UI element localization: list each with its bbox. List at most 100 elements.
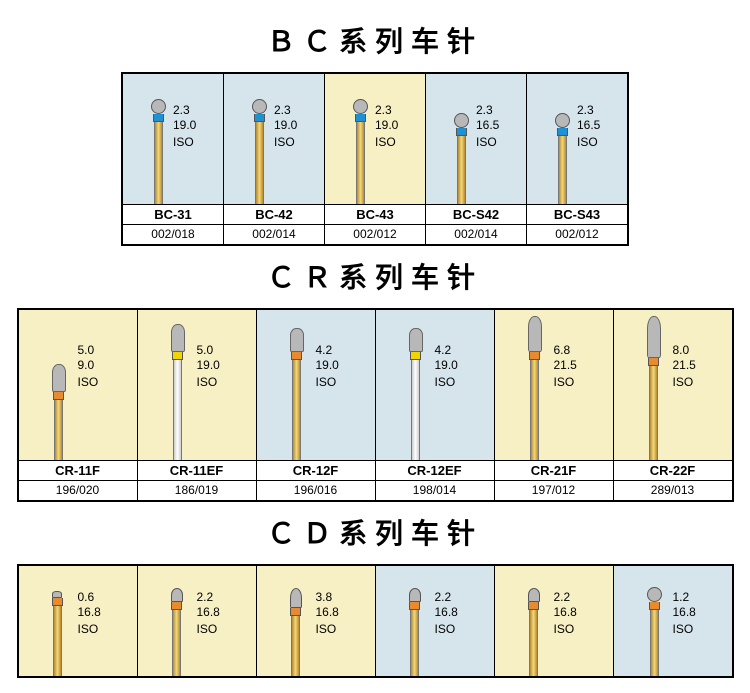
iso-label: ISO (673, 622, 696, 637)
diagram-cell: 3.816.8ISO (256, 565, 375, 677)
bur-shaft (558, 136, 567, 204)
diagram-cell: 4.219.0ISO (256, 309, 375, 461)
dim-1: 2.2 (554, 590, 577, 605)
bur-diagram (52, 364, 66, 460)
dim-1: 2.2 (435, 590, 458, 605)
dim-1: 2.3 (375, 103, 398, 118)
bur-head (290, 328, 304, 352)
bur-band (355, 114, 366, 122)
dimensions: 8.021.5ISO (673, 343, 696, 390)
bur-shaft (411, 360, 420, 460)
diagram-cell: 2.319.0 ISO (325, 73, 426, 205)
dim-2: 16.5 (577, 118, 600, 133)
bur-band (528, 602, 539, 610)
bur-head (353, 99, 368, 114)
bur-head (528, 588, 540, 602)
model-cell: CR-22F (613, 461, 733, 481)
bur-band (291, 352, 302, 360)
bur-diagram (409, 588, 421, 676)
dim-2: 16.8 (673, 605, 696, 620)
iso-label: ISO (197, 622, 220, 637)
dimensions: 2.316.5ISO (577, 103, 600, 150)
dim-2: 19.0 (375, 118, 398, 133)
bur-shaft (173, 360, 182, 460)
iso-label: ISO (673, 375, 696, 390)
bur-head (151, 99, 166, 114)
dim-2: 21.5 (673, 358, 696, 373)
bur-shaft (172, 610, 181, 676)
model-cell: CR-11F (18, 461, 138, 481)
dimensions: 2.316.5ISO (476, 103, 499, 150)
bur-diagram (151, 99, 166, 204)
bur-shaft (530, 360, 539, 460)
iso-label: ISO (78, 375, 99, 390)
bur-head (647, 587, 662, 602)
bur-shaft (457, 136, 466, 204)
diagram-cell: 2.316.5ISO (426, 73, 527, 205)
bur-head (52, 364, 66, 392)
dim-2: 19.0 (274, 118, 297, 133)
iso-cell: 002/014 (224, 225, 325, 246)
iso-cell: 186/019 (137, 481, 256, 502)
dimensions: 6.821.5ISO (554, 343, 577, 390)
iso-label: ISO (375, 135, 398, 150)
dimensions: 2.319.0ISO (173, 103, 196, 150)
dim-2: 9.0 (78, 358, 99, 373)
dimensions: 0.616.8ISO (78, 590, 101, 637)
iso-cell: 002/014 (426, 225, 527, 246)
bur-head (647, 316, 661, 358)
product-table: 0.616.8ISO2.216.8ISO3.816.8ISO2.216.8ISO… (17, 564, 734, 678)
dimensions: 4.219.0ISO (435, 343, 458, 390)
diagram-cell: 2.319.0ISO (224, 73, 325, 205)
model-cell: CR-12EF (375, 461, 494, 481)
bur-diagram (252, 99, 267, 204)
model-cell: BC-S42 (426, 205, 527, 225)
dim-2: 19.0 (197, 358, 220, 373)
table-wrap: 0.616.8ISO2.216.8ISO3.816.8ISO2.216.8ISO… (0, 564, 750, 678)
bur-band (290, 608, 301, 616)
iso-cell: 002/012 (325, 225, 426, 246)
bur-diagram (528, 588, 540, 676)
iso-cell: 289/013 (613, 481, 733, 502)
dimensions: 2.319.0 ISO (375, 103, 398, 150)
dim-2: 16.5 (476, 118, 499, 133)
table-wrap: 2.319.0ISO2.319.0ISO2.319.0ISO2.316.5ISO… (0, 72, 750, 246)
diagram-cell: 1.216.8ISO (613, 565, 733, 677)
dim-2: 16.8 (435, 605, 458, 620)
iso-label: ISO (554, 375, 577, 390)
dimensions: 2.216.8ISO (197, 590, 220, 637)
bur-band (557, 128, 568, 136)
table-wrap: 5.09.0ISO5.019.0ISO4.219.0ISO4.219.0ISO6… (0, 308, 750, 502)
dimensions: 2.319.0ISO (274, 103, 297, 150)
model-cell: BC-42 (224, 205, 325, 225)
dim-1: 5.0 (78, 343, 99, 358)
iso-cell: 196/016 (256, 481, 375, 502)
iso-label: ISO (173, 135, 196, 150)
dim-1: 2.3 (274, 103, 297, 118)
bur-diagram (647, 587, 662, 676)
bur-diagram (171, 588, 183, 676)
diagram-cell: 6.821.5ISO (494, 309, 613, 461)
model-cell: CR-12F (256, 461, 375, 481)
bur-diagram (171, 324, 185, 460)
bur-diagram (353, 99, 368, 204)
bur-diagram (647, 316, 661, 460)
dim-1: 0.6 (78, 590, 101, 605)
bur-diagram (290, 328, 304, 460)
dimensions: 1.216.8ISO (673, 590, 696, 637)
dim-1: 4.2 (435, 343, 458, 358)
dimensions: 4.219.0ISO (316, 343, 339, 390)
iso-cell: 002/018 (122, 225, 224, 246)
diagram-cell: 2.216.8ISO (375, 565, 494, 677)
dim-2: 19.0 (316, 358, 339, 373)
dimensions: 2.216.8ISO (435, 590, 458, 637)
bur-head (409, 328, 423, 352)
diagram-cell: 2.216.8ISO (137, 565, 256, 677)
iso-cell: 002/012 (527, 225, 629, 246)
bur-band (410, 352, 421, 360)
dim-1: 2.3 (173, 103, 196, 118)
iso-cell: 196/020 (18, 481, 138, 502)
bur-band (529, 352, 540, 360)
diagram-cell: 5.09.0 ISO (18, 309, 138, 461)
bur-head (454, 113, 469, 128)
